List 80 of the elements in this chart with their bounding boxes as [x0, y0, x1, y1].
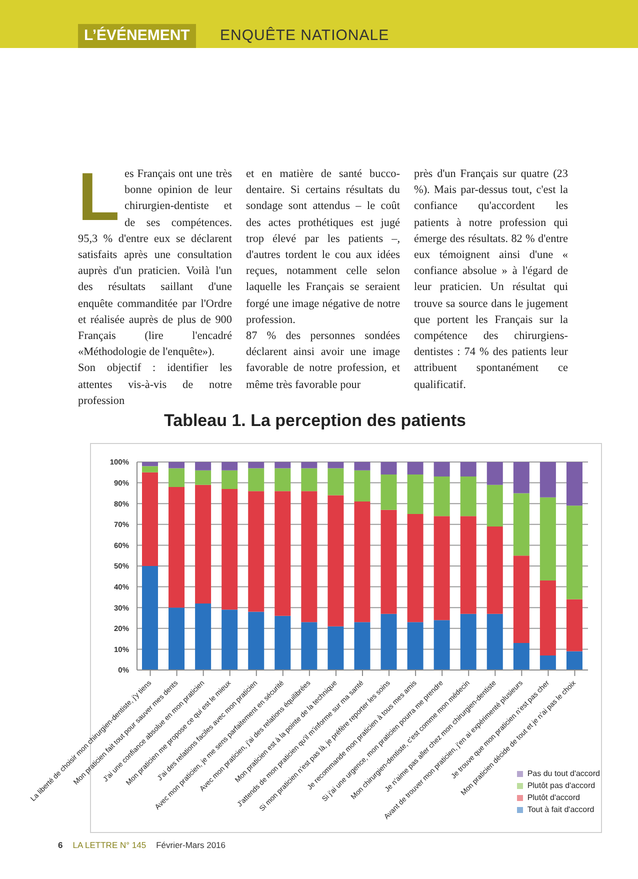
bar	[142, 472, 158, 566]
text: près d'un Français sur quatre (23 %). Mais par-dessus tout, c'est la confiance qu'accordent les patients à notre profession qui émerge des résultats. 82 % d'entre eux témoignent ainsi d'une « confiance absolue » à l'égard de leur praticien. Un résultat qui trouve sa source dans le jugement que portent les Français sur la compétence des chirurgiens-dentistes : 74 % des patients leur attribuent spontanément ce qualificatif.	[414, 168, 568, 391]
bar	[540, 497, 556, 581]
bar	[354, 470, 370, 502]
bar	[460, 462, 476, 477]
bar	[274, 468, 291, 492]
bar	[328, 495, 344, 626]
text: 6	[58, 840, 63, 850]
bar	[566, 599, 582, 652]
bar	[460, 614, 476, 670]
bar	[486, 614, 503, 670]
bar	[328, 462, 344, 468]
bar	[566, 506, 582, 600]
text: LA LETTRE N° 145	[72, 840, 146, 850]
bar	[328, 626, 344, 670]
bar	[301, 622, 318, 670]
bar	[248, 462, 264, 468]
bar	[460, 476, 476, 516]
bar	[513, 493, 530, 556]
bar	[540, 655, 556, 670]
bar	[513, 642, 530, 670]
bar	[434, 620, 450, 670]
bar	[195, 484, 212, 604]
bar	[222, 462, 238, 470]
bar	[513, 556, 530, 643]
bar	[195, 603, 212, 670]
bar	[486, 484, 503, 526]
bar	[513, 462, 530, 494]
bar	[301, 468, 318, 492]
bar	[222, 470, 238, 490]
bar	[301, 491, 318, 622]
bar	[274, 616, 291, 670]
bar	[566, 651, 582, 670]
text: et en matière de santé bucco-dentaire. Si certains résultats du sondage sont attendus – le coût des actes prothétiques est jugé trop élevé par les patients –, d'autres tordent le cou aux idées reçues, notamment celle selon laquelle les Français se seraient forgé une image négative de notre profession. 87 % des personnes sondées déclarent ainsi avoir une image favorable de notre profession, et même très favorable pour	[246, 168, 400, 391]
bar	[328, 468, 344, 496]
text: L’ÉVÉNEMENT	[78, 24, 196, 48]
bar	[168, 608, 185, 670]
bar	[540, 580, 556, 656]
legend-label: Plutôt pas d'accord	[527, 781, 596, 790]
text: Février-Mars 2016	[156, 840, 226, 850]
bar	[248, 612, 264, 670]
bar	[460, 516, 476, 614]
bar	[354, 502, 370, 622]
bar	[274, 462, 291, 468]
legend-label: Pas du tout d'accord	[527, 769, 600, 778]
bar	[274, 491, 291, 616]
bar	[301, 462, 318, 468]
bar	[434, 476, 450, 516]
bar	[407, 622, 424, 670]
bar	[195, 470, 212, 485]
bar	[380, 462, 397, 474]
bar	[566, 462, 582, 506]
bar	[540, 462, 556, 498]
bar	[222, 489, 238, 610]
bar	[434, 516, 450, 620]
bar	[248, 468, 264, 492]
bar	[407, 462, 424, 474]
bar	[168, 462, 185, 468]
bar	[142, 466, 158, 472]
legend-label: Plutôt d'accord	[527, 793, 580, 802]
legend-label: Tout à fait d'accord	[527, 805, 594, 814]
bar	[486, 526, 503, 614]
bar	[168, 486, 185, 608]
bar	[195, 462, 212, 470]
bar	[354, 462, 370, 470]
text: ENQUÊTE NATIONALE	[220, 26, 390, 46]
bar	[142, 462, 158, 466]
bar	[380, 510, 397, 614]
bar	[380, 614, 397, 670]
bar	[486, 462, 503, 485]
bar	[222, 610, 238, 670]
bar	[168, 468, 185, 487]
bar	[354, 622, 370, 670]
bar	[407, 514, 424, 622]
bar	[142, 566, 158, 670]
chart-title: Tableau 1. La perception des patients	[163, 411, 467, 431]
bar	[380, 474, 397, 510]
bar	[407, 474, 424, 514]
bar	[248, 491, 264, 612]
bar	[434, 462, 450, 477]
